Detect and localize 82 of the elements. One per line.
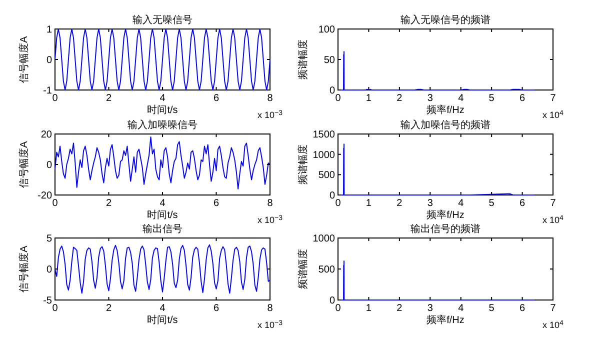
xtick: 5 [488,198,494,209]
xtick: 1 [366,93,372,104]
ylabel: 频谱幅度 [298,40,309,80]
xlabel: 频率f/Hz [426,105,464,116]
title: 输入加噪信号的频谱 [400,120,490,131]
ytick: 0 [329,296,335,306]
xtick: 0 [52,303,58,314]
xtick: 2 [106,93,112,104]
ylabel: 信号幅度A [19,141,30,188]
xtick: 2 [396,93,402,104]
xtick: 4 [160,303,166,314]
xtick: 1 [366,198,372,209]
xtick: 3 [427,93,433,104]
ytick: -1 [43,86,52,96]
xtick: 2 [106,198,112,209]
ytick: 50 [324,55,335,66]
ytick: 500 [318,264,335,276]
ytick: 0 [329,190,335,202]
ytick: 0 [329,86,335,96]
xtick: 5 [488,93,494,104]
xtick: 6 [213,198,220,209]
xlabel: 时间t/s [147,315,178,326]
title: 输出信号 [142,224,182,235]
ytick: 1000 [312,150,335,161]
xtick: 8 [267,198,273,209]
xtick: 1 [366,303,372,314]
xlabel: 时间t/s [147,105,178,116]
xlabel: 频率f/Hz [426,210,464,221]
xtick: 3 [427,303,433,314]
ytick: 0 [46,55,52,66]
ylabel: 频谱幅度 [298,144,309,184]
xtick: 0 [335,303,341,314]
xtick: 6 [213,93,220,104]
xtick: 4 [458,303,464,314]
xtick: 0 [52,198,58,209]
ytick: -5 [43,296,52,306]
xtick: 3 [427,198,433,209]
title: 输入加噪噪信号 [128,120,198,131]
ytick: 1500 [312,130,335,140]
ylabel: 信号幅度A [19,246,30,292]
xtick: 2 [396,303,402,314]
xlabel: 时间t/s [147,210,178,221]
xtick: 6 [213,303,220,314]
xtick: 7 [550,303,556,314]
xtick: 4 [458,93,464,104]
ytick: 0 [46,160,52,171]
ytick: 500 [318,170,335,182]
xtick: 8 [267,93,273,104]
xtick: 6 [520,93,526,104]
xtick: 0 [52,93,58,104]
xtick: 6 [520,303,526,314]
xtick: 4 [160,198,166,209]
annotation: x 10$^{−3}$ [258,214,282,225]
xtick: 5 [488,303,494,314]
xlabel: 频率f/Hz [426,315,464,326]
title: 输入无噪信号 [132,15,192,26]
xtick: 8 [267,303,273,314]
ytick: 100 [318,24,335,36]
ytick: 1000 [312,234,335,244]
ytick: 1 [46,24,52,36]
ytick: 5 [46,234,52,244]
ytick: -20 [38,190,52,202]
annotation: x 10$^{−3}$ [258,110,282,120]
annotation: x 10$^{4}$ [542,110,564,120]
xtick: 0 [335,198,341,209]
annotation: x 10$^{4}$ [542,214,564,225]
title: 输出信号的频谱 [410,224,480,235]
xtick: 7 [550,198,556,209]
annotation: x 10$^{−3}$ [258,320,282,330]
xtick: 2 [396,198,402,209]
ytick: 0 [46,264,52,276]
xtick: 7 [550,93,556,104]
xtick: 0 [335,93,341,104]
ylabel: 信号幅度A [19,36,30,83]
annotation: x 10$^{4}$ [542,320,564,330]
xtick: 4 [458,198,464,209]
title: 输入无噪信号的频谱 [400,15,490,26]
ytick: 20 [40,130,52,140]
ylabel: 频谱幅度 [298,249,309,289]
xtick: 4 [160,93,166,104]
xtick: 2 [106,303,112,314]
xtick: 6 [520,198,526,209]
